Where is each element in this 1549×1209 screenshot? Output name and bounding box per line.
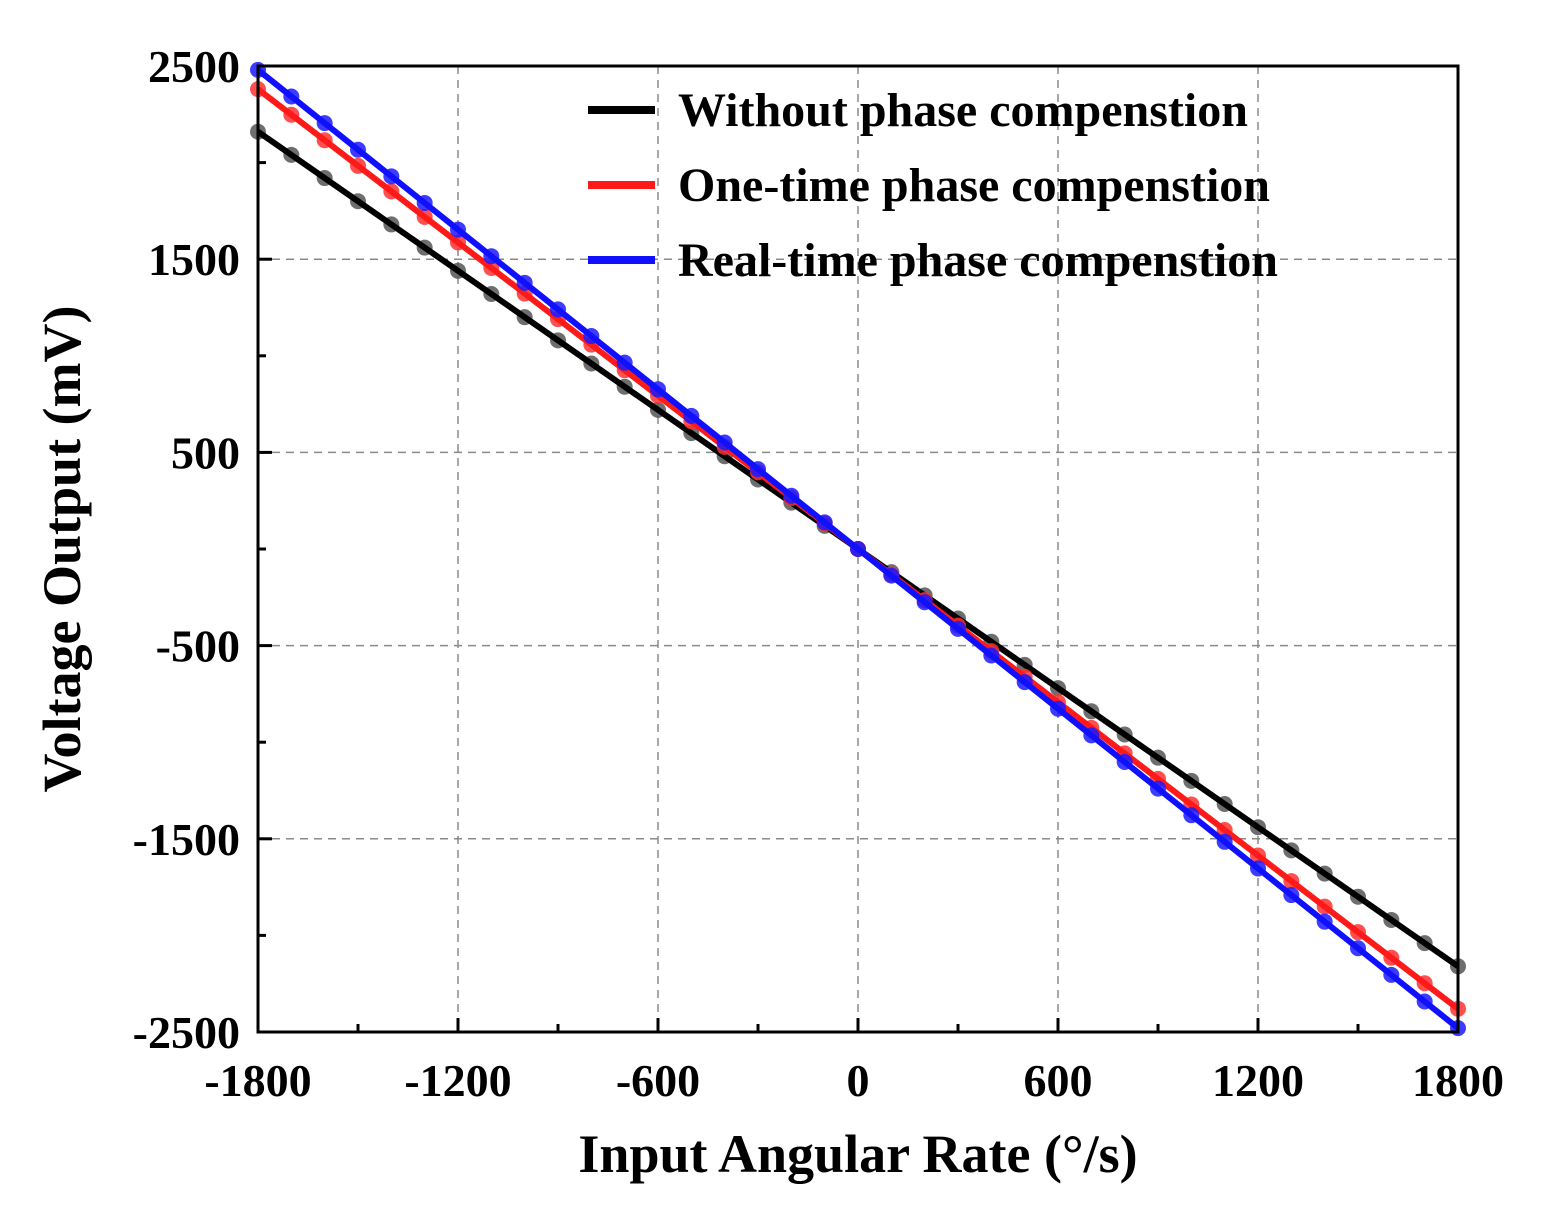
y-tick-label: -1500: [133, 814, 240, 865]
x-tick-label: -1200: [404, 1055, 511, 1106]
plot-frame: [256, 64, 1460, 1034]
legend-label: One-time phase compenstion: [678, 159, 1270, 212]
x-tick-label: 600: [1024, 1055, 1093, 1106]
legend-label: Real-time phase compenstion: [678, 234, 1278, 287]
series-layer: [250, 61, 1466, 1037]
y-tick-label: 500: [171, 427, 240, 478]
series-3: [250, 61, 1466, 1037]
x-tick-label: -600: [616, 1055, 700, 1106]
x-tick-label: 1800: [1412, 1055, 1504, 1106]
y-axis-title: Voltage Output (mV): [32, 305, 92, 792]
legend: Without phase compenstion One-time phase …: [588, 84, 1278, 287]
x-tick-label: 1200: [1212, 1055, 1304, 1106]
series-line: [256, 67, 1460, 1031]
y-tick-label: 1500: [148, 234, 240, 285]
x-tick-labels: -1800 -1200 -600 0 600 1200 1800: [204, 1055, 1504, 1106]
y-tick-label: -2500: [133, 1007, 240, 1058]
x-axis-title: Input Angular Rate (°/s): [578, 1124, 1137, 1184]
y-tick-labels: 2500 1500 500 -500 -1500 -2500: [133, 41, 240, 1058]
legend-label: Without phase compenstion: [678, 84, 1248, 137]
y-tick-label: -500: [156, 621, 240, 672]
y-tick-label: 2500: [148, 41, 240, 92]
x-tick-label: 0: [847, 1055, 870, 1106]
x-tick-label: -1800: [204, 1055, 311, 1106]
grid-lines: [258, 66, 1458, 1032]
